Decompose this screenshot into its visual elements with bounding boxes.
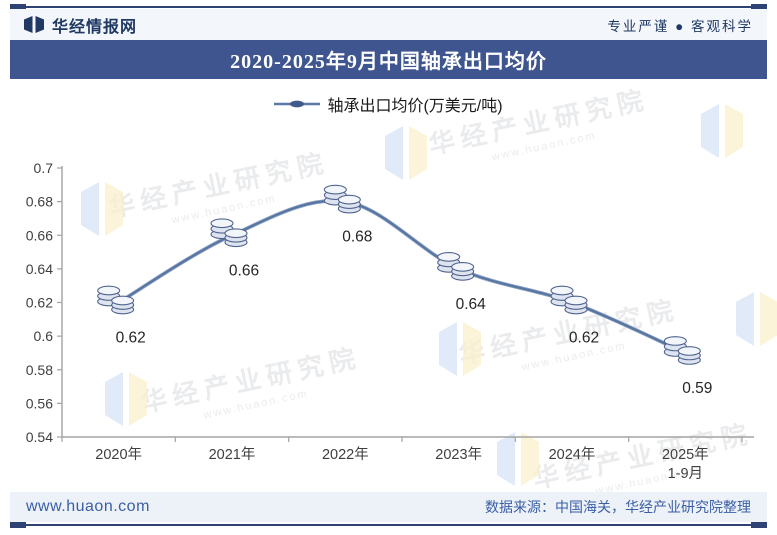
watermark-logo-icon	[81, 182, 123, 236]
watermark-text: 华经产业研究院 www.huaon.com	[106, 147, 332, 227]
header-slogan: 专业严谨 ● 客观科学	[607, 18, 753, 34]
x-category-label: 2023年	[435, 446, 482, 463]
top-rule-cap-left	[10, 4, 26, 10]
header-strip: 华经情报网 专业严谨 ● 客观科学	[10, 9, 767, 40]
bottom-rule-cap-right	[751, 522, 767, 528]
footer-data-source: 数据来源：中国海关，华经产业研究院整理	[485, 499, 751, 515]
top-rule-cap-right	[751, 4, 767, 10]
watermark-logo-icon	[105, 372, 147, 426]
y-tick-label: 0.6	[34, 328, 54, 344]
data-point-label: 0.66	[229, 262, 259, 279]
legend-label: 轴承出口均价(万美元/吨)	[327, 98, 503, 115]
footer-strip: www.huaon.com 数据来源：中国海关，华经产业研究院整理	[10, 492, 767, 522]
bottom-rule-cap-left	[10, 522, 26, 528]
data-point-label: 0.68	[342, 229, 372, 246]
data-point-label: 0.59	[682, 380, 712, 397]
bottom-rule	[10, 524, 767, 526]
y-tick-label: 0.56	[26, 395, 53, 411]
brand-logo-icon	[24, 16, 44, 33]
coin-stack-marker	[663, 336, 701, 365]
x-category-label: 2022年	[322, 446, 369, 463]
title-bar: 2020-2025年9月中国轴承出口均价	[10, 40, 767, 79]
data-point-label: 0.62	[116, 330, 146, 347]
coin-stack-marker	[323, 184, 361, 214]
x-category-label: 2025年	[662, 446, 709, 463]
watermark-text: 华经产业研究院 www.huaon.com	[138, 342, 364, 422]
y-tick-label: 0.66	[26, 227, 53, 243]
brand-text: 华经情报网	[52, 18, 138, 36]
watermark-logo-icon	[497, 432, 539, 486]
watermark-logo-icon	[439, 322, 481, 376]
coin-stack-marker	[97, 285, 135, 315]
y-tick-label: 0.54	[26, 429, 53, 445]
brand: 华经情报网	[24, 13, 137, 37]
y-tick-label: 0.62	[26, 295, 53, 311]
coin-stack-marker	[210, 218, 248, 248]
data-point-label: 0.62	[569, 330, 599, 347]
top-rule	[10, 6, 767, 8]
coin-stack-marker	[550, 285, 588, 315]
data-point-label: 0.64	[456, 296, 487, 313]
legend: 轴承出口均价(万美元/吨)	[0, 92, 777, 116]
y-tick-label: 0.7	[34, 160, 54, 176]
watermark-logo-icon	[385, 126, 427, 180]
y-tick-label: 0.58	[26, 362, 53, 378]
chart-title: 2020-2025年9月中国轴承出口均价	[230, 51, 547, 73]
y-tick-label: 0.64	[26, 261, 53, 277]
x-category-label: 1-9月	[668, 466, 703, 482]
x-category-label: 2020年	[95, 446, 142, 463]
y-tick-label: 0.68	[26, 194, 53, 210]
watermark-text: 华经产业研究院 www.huaon.com	[456, 294, 682, 374]
x-category-label: 2021年	[209, 446, 256, 463]
footer-site-url: www.huaon.com	[26, 498, 150, 515]
watermark-logo-icon	[736, 292, 777, 346]
series-line	[117, 199, 687, 354]
legend-line-marker-icon	[274, 100, 321, 108]
series-line-under	[116, 198, 688, 355]
x-category-label: 2024年	[549, 446, 596, 463]
coin-stack-marker	[437, 252, 475, 281]
